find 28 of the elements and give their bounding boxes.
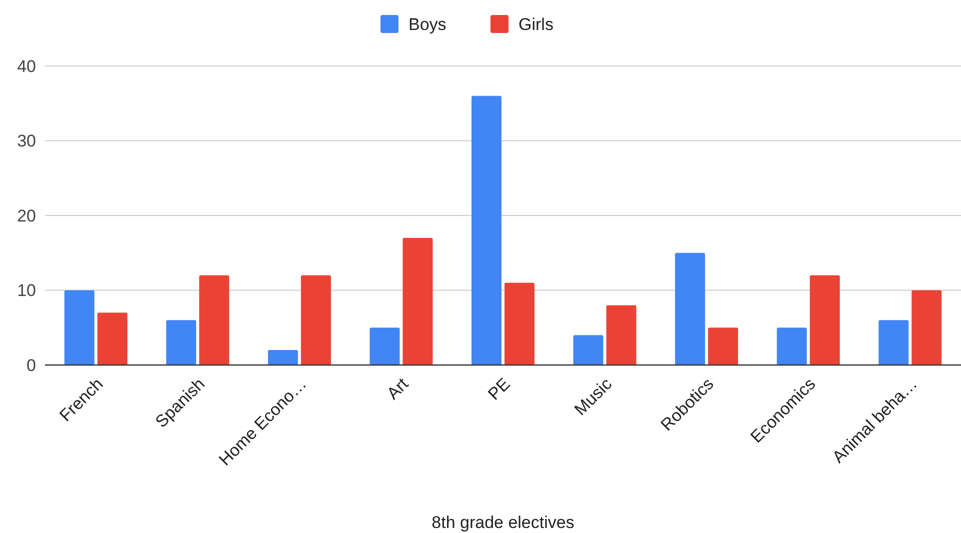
bar <box>504 282 534 365</box>
bar <box>166 320 196 365</box>
x-tick-label: PE <box>484 374 514 404</box>
bar <box>776 328 807 365</box>
bar <box>708 328 738 365</box>
y-tick-label: 30 <box>17 132 36 151</box>
bar <box>878 320 909 365</box>
bar <box>675 252 706 365</box>
bar <box>606 305 636 365</box>
bar <box>199 275 230 365</box>
bar <box>573 335 604 365</box>
bar <box>300 275 331 365</box>
y-tick-label: 10 <box>17 281 36 300</box>
bar <box>912 290 942 365</box>
bar <box>370 328 400 365</box>
bar <box>97 312 128 365</box>
bar <box>268 350 298 365</box>
legend-label: Boys <box>408 14 446 34</box>
y-tick-label: 20 <box>17 206 36 226</box>
legend-label: Girls <box>518 14 554 34</box>
x-tick-label: Art <box>383 374 412 404</box>
bar <box>472 96 502 365</box>
y-tick-label: 40 <box>17 56 36 76</box>
y-tick-label: 0 <box>26 356 36 375</box>
bar <box>810 275 840 365</box>
bar <box>64 290 94 365</box>
x-axis-title: 8th grade electives <box>432 513 574 532</box>
bar <box>402 238 433 365</box>
